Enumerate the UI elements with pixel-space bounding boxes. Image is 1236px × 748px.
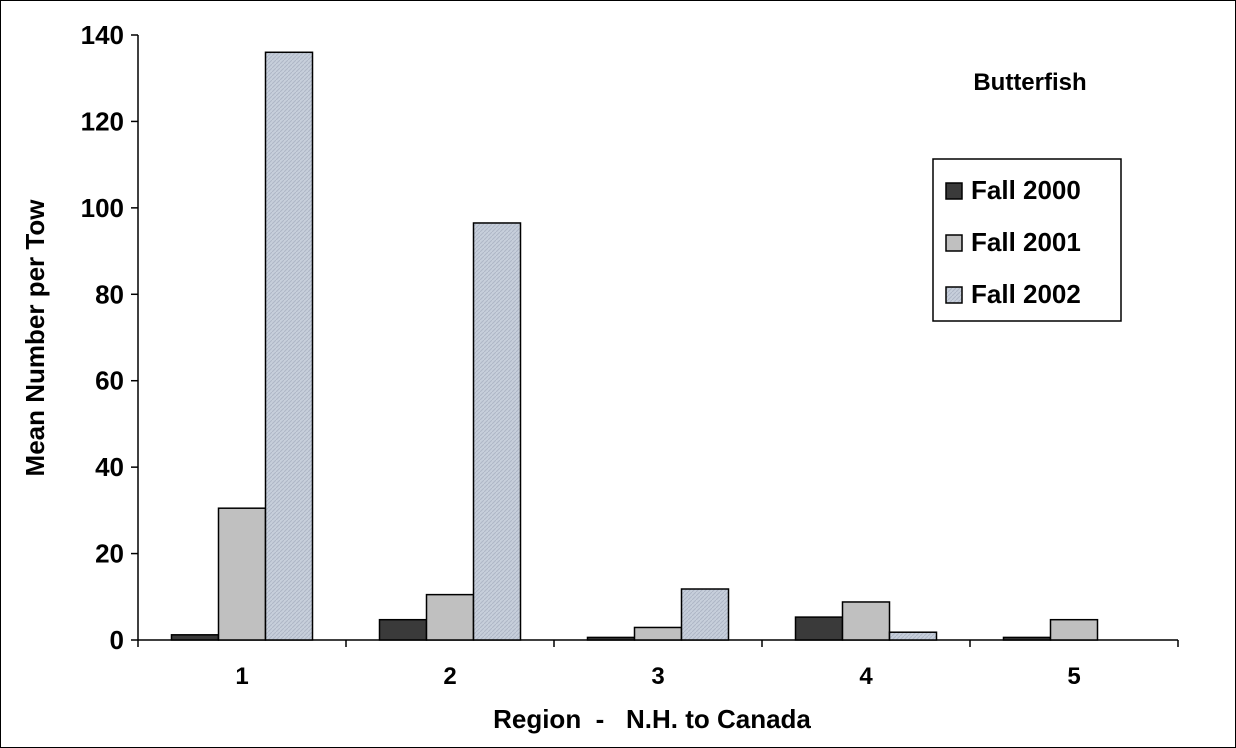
x-tick-label: 1 <box>235 663 248 690</box>
bar <box>586 636 636 641</box>
y-tick-label: 60 <box>95 366 124 396</box>
x-tick-label: 4 <box>859 663 873 690</box>
x-tick-label: 5 <box>1067 663 1080 690</box>
y-tick-label: 120 <box>81 106 124 136</box>
bar <box>217 507 267 641</box>
bar <box>378 618 428 641</box>
y-tick-label: 140 <box>81 20 124 50</box>
bar <box>1049 618 1099 641</box>
y-tick-label: 80 <box>95 279 124 309</box>
bar <box>794 616 844 641</box>
legend-label: Fall 2002 <box>971 279 1081 309</box>
legend-box <box>932 158 1122 322</box>
bar <box>888 631 938 641</box>
bar <box>425 593 475 641</box>
y-tick-label: 40 <box>95 452 124 482</box>
x-tick-label: 2 <box>443 663 456 690</box>
legend-swatch <box>945 234 963 252</box>
x-axis-label: Region - N.H. to Canada <box>493 704 811 734</box>
y-tick-label: 20 <box>95 539 124 569</box>
legend-swatch <box>945 286 963 304</box>
y-axis-label: Mean Number per Tow <box>20 199 50 477</box>
x-tick-label: 3 <box>651 663 664 690</box>
legend-swatch <box>945 182 963 200</box>
y-tick-label: 100 <box>81 193 124 223</box>
bar <box>170 634 220 641</box>
bar <box>633 626 683 641</box>
bar <box>1002 636 1052 641</box>
bar <box>841 601 891 641</box>
legend-label: Fall 2000 <box>971 175 1081 205</box>
legend-label: Fall 2001 <box>971 227 1081 257</box>
chart-title: Butterfish <box>973 69 1086 96</box>
bar <box>680 588 730 641</box>
bar <box>264 51 314 641</box>
y-tick-label: 0 <box>110 625 124 655</box>
bar <box>472 222 522 641</box>
